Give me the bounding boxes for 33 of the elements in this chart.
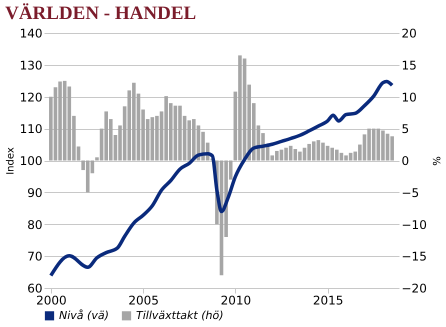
- bar: [372, 128, 376, 160]
- y2-tick-label: 20: [402, 26, 417, 40]
- y-axis-title: Index: [6, 147, 17, 175]
- y-tick-label: 110: [20, 122, 42, 136]
- y2-tick-label: 5: [402, 122, 410, 136]
- y2-axis-title: %: [430, 156, 441, 166]
- y2-tick-label: −15: [402, 250, 427, 264]
- bar: [187, 120, 192, 160]
- y2-tick-label: −10: [402, 218, 427, 232]
- bar: [293, 149, 298, 160]
- bar: [312, 141, 316, 160]
- legend-label: Tillväxttakt (hö): [136, 308, 224, 322]
- y-tick-label: 80: [27, 218, 42, 232]
- y2-tick-label: 0: [402, 154, 410, 168]
- y2-tick-label: 10: [402, 90, 417, 104]
- y-tick-label: 90: [27, 186, 42, 200]
- y-tick-label: 60: [27, 282, 42, 296]
- y-tick-label: 130: [20, 58, 42, 72]
- chart-title: VÄRLDEN - HANDEL: [5, 3, 196, 24]
- x-tick-label: 2000: [36, 294, 67, 308]
- legend-label: Nivå (vä): [59, 308, 109, 322]
- bar: [86, 160, 90, 192]
- y2-tick-label: −20: [402, 282, 427, 296]
- y-tick-label: 100: [20, 154, 42, 168]
- x-tick-label: 2005: [128, 294, 159, 308]
- y-tick-label: 140: [20, 26, 42, 40]
- y2-tick-label: 15: [402, 58, 417, 72]
- y-tick-label: 70: [27, 250, 42, 264]
- x-tick-label: 2015: [312, 294, 344, 308]
- y2-tick-label: −5: [402, 186, 420, 200]
- line-series: [49, 80, 394, 278]
- y-tick-label: 120: [20, 90, 42, 104]
- x-tick-label: 2010: [220, 294, 252, 308]
